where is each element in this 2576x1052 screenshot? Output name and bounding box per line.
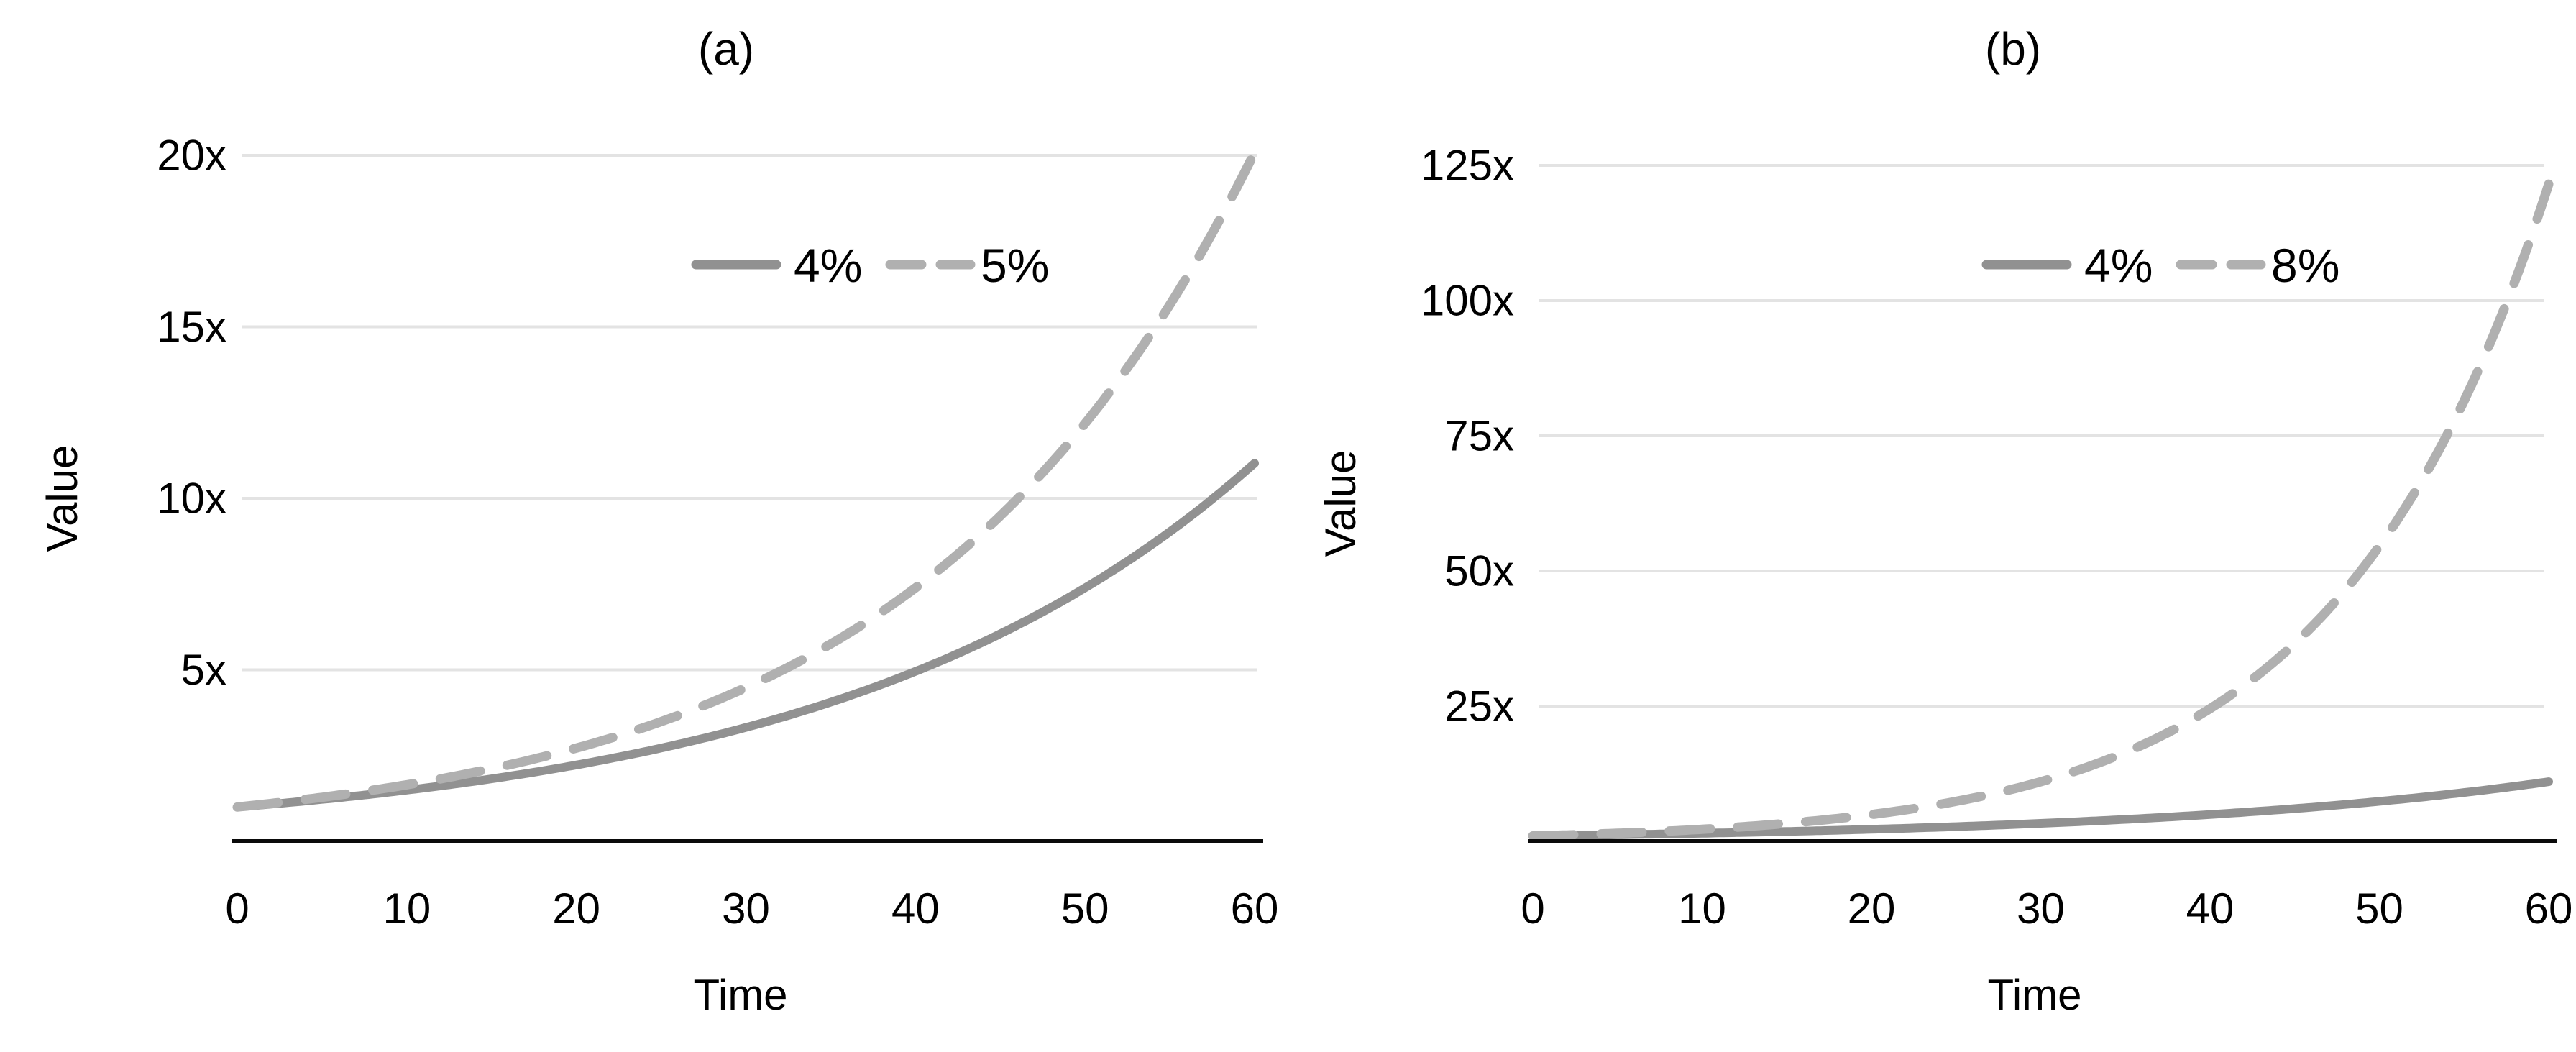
y-axis-title: Value [38, 444, 86, 552]
y-tick-label: 50x [1444, 547, 1514, 595]
series-4%-solid-line [233, 459, 1259, 812]
panel-title: (b) [1985, 23, 2041, 75]
x-tick-label: 30 [722, 884, 770, 933]
x-tick-label: 60 [2525, 884, 2573, 933]
x-tick-label: 50 [1061, 884, 1109, 933]
chart-panel-a: 5x 10x 15x 20x 0 10 20 30 40 50 60 Time Value (a) 4% 5% [38, 23, 1278, 1019]
legend-label-dashed: 8% [2271, 239, 2339, 292]
y-tick-label: 125x [1421, 142, 1514, 190]
x-tick-label: 10 [382, 884, 431, 933]
legend-label-dashed: 5% [981, 239, 1049, 292]
x-axis-title: Time [693, 971, 787, 1019]
x-tick-label: 0 [1521, 884, 1544, 933]
y-tick-label: 75x [1444, 412, 1514, 460]
x-tick-label: 40 [2186, 884, 2234, 933]
chart-panel-b: 25x 50x 75x 100x 125x 0 10 20 30 40 50 60 Time Value (… [1316, 23, 2572, 1019]
legend: 4% 8% [1981, 239, 2339, 292]
panel-title: (a) [698, 23, 754, 75]
legend-label-solid: 4% [794, 239, 862, 292]
x-tick-label: 10 [1678, 884, 1726, 933]
y-tick-label: 25x [1444, 682, 1514, 731]
y-tick-label: 100x [1421, 277, 1514, 325]
x-tick-label: 60 [1231, 884, 1279, 933]
x-tick-label: 50 [2355, 884, 2403, 933]
series-8%-dashed-line [1528, 179, 2554, 841]
legend: 4% 5% [691, 239, 1049, 292]
legend-label-solid: 4% [2084, 239, 2153, 292]
y-axis-title: Value [1316, 449, 1365, 557]
series-5%-dashed-line [232, 147, 1260, 812]
x-tick-label: 30 [2017, 884, 2065, 933]
x-tick-label: 40 [891, 884, 940, 933]
y-tick-label: 5x [181, 646, 226, 694]
y-tick-label: 10x [157, 475, 226, 523]
y-tick-label: 15x [157, 303, 226, 351]
x-tick-label: 20 [1848, 884, 1896, 933]
x-tick-label: 0 [225, 884, 249, 933]
x-axis-title: Time [1987, 971, 2081, 1019]
y-tick-label: 20x [157, 132, 226, 180]
x-tick-label: 20 [552, 884, 600, 933]
